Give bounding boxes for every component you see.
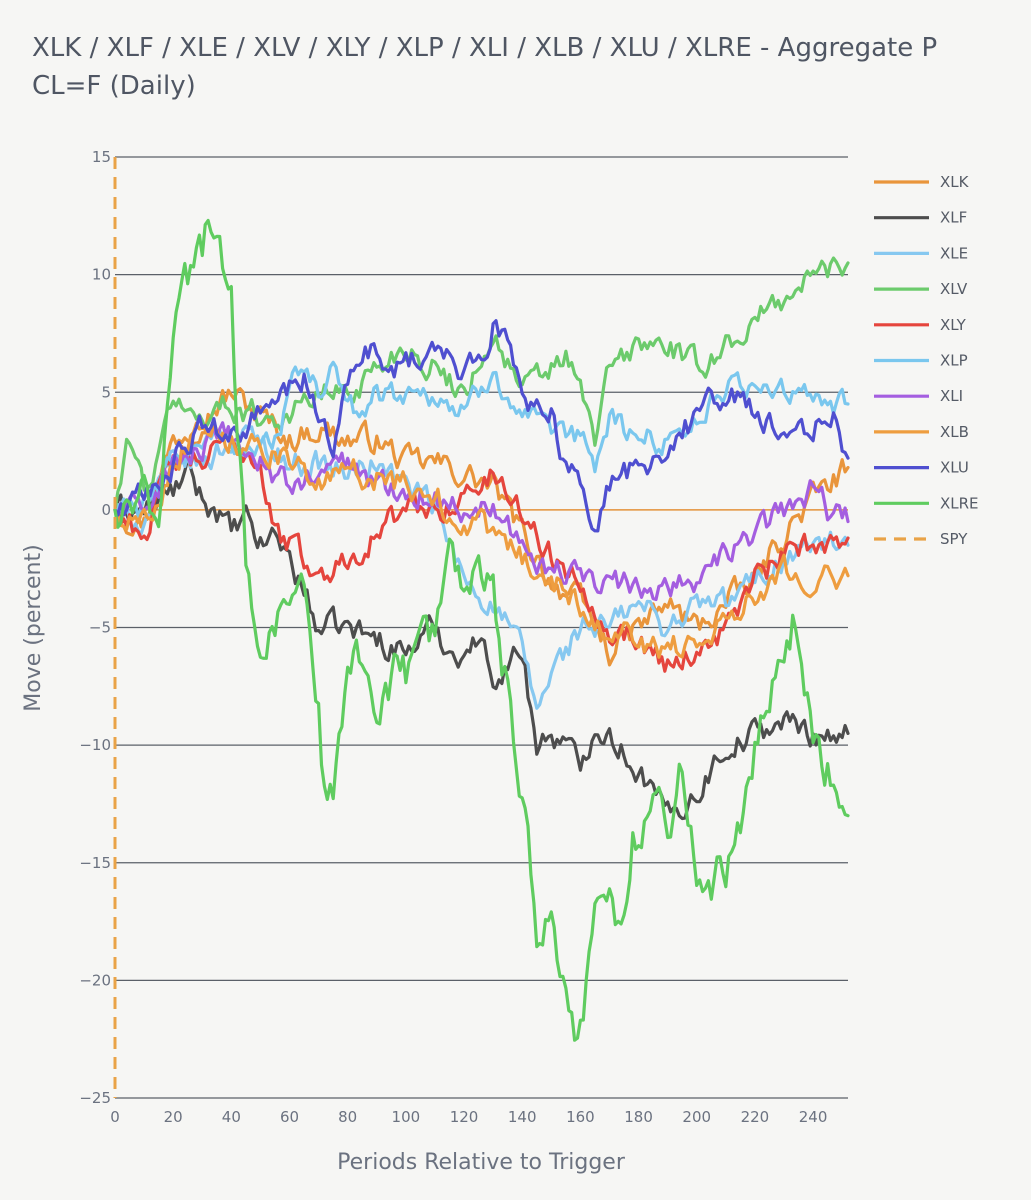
x-tick-label: 80 bbox=[338, 1108, 357, 1126]
x-tick-label: 60 bbox=[280, 1108, 299, 1126]
x-tick-label: 180 bbox=[624, 1108, 653, 1126]
legend-label: XLU bbox=[940, 459, 969, 477]
x-tick-label: 200 bbox=[682, 1108, 711, 1126]
chart-title-line-1: XLK / XLF / XLE / XLV / XLY / XLP / XLI … bbox=[32, 33, 937, 63]
x-tick-label: 100 bbox=[392, 1108, 421, 1126]
series-xlb-line bbox=[113, 420, 850, 659]
x-tick-label: 240 bbox=[799, 1108, 828, 1126]
series-xlf-line bbox=[113, 457, 850, 821]
legend-label: XLF bbox=[940, 209, 967, 227]
legend-item-xlk[interactable]: XLK bbox=[874, 173, 970, 191]
legend-item-spy[interactable]: SPY bbox=[874, 530, 968, 548]
legend-label: XLK bbox=[940, 173, 970, 191]
chart-title-line-2: CL=F (Daily) bbox=[32, 71, 196, 101]
y-tick-label: 10 bbox=[92, 266, 111, 284]
legend-label: XLP bbox=[940, 352, 968, 370]
y-tick-label: 15 bbox=[92, 148, 111, 166]
legend-item-xlf[interactable]: XLF bbox=[874, 209, 967, 227]
legend-label: XLRE bbox=[940, 494, 979, 512]
legend-item-xli[interactable]: XLI bbox=[874, 387, 963, 405]
series-xlre-line bbox=[113, 218, 850, 1042]
x-tick-label: 0 bbox=[110, 1108, 120, 1126]
y-tick-label: 0 bbox=[101, 501, 111, 519]
legend-item-xlv[interactable]: XLV bbox=[874, 280, 968, 298]
legend-label: XLV bbox=[940, 280, 968, 298]
legend-item-xlb[interactable]: XLB bbox=[874, 423, 969, 441]
legend[interactable]: XLK XLF XLE XLV XLY XLP XLI XLB XLU XLRE SPY bbox=[874, 173, 979, 548]
y-tick-label: −15 bbox=[79, 854, 111, 872]
x-tick-label: 120 bbox=[450, 1108, 479, 1126]
x-tick-label: 220 bbox=[741, 1108, 770, 1126]
legend-label: XLY bbox=[940, 316, 967, 334]
series-xlu-line bbox=[113, 319, 850, 533]
legend-item-xly[interactable]: XLY bbox=[874, 316, 967, 334]
x-tick-label: 20 bbox=[164, 1108, 183, 1126]
legend-label: XLB bbox=[940, 423, 969, 441]
legend-item-xlp[interactable]: XLP bbox=[874, 352, 968, 370]
series-xlv-line bbox=[113, 256, 850, 512]
x-tick-label: 40 bbox=[222, 1108, 241, 1126]
x-axis-ticks: 0 20 40 60 80 100 120 140 160 180 200 220 240 bbox=[110, 1108, 827, 1126]
legend-item-xlu[interactable]: XLU bbox=[874, 459, 969, 477]
legend-label: XLE bbox=[940, 244, 968, 262]
legend-label: XLI bbox=[940, 387, 963, 405]
series-xly-line bbox=[113, 429, 850, 673]
y-tick-label: 5 bbox=[101, 383, 111, 401]
legend-item-xlre[interactable]: XLRE bbox=[874, 494, 979, 512]
y-gridlines bbox=[115, 156, 848, 1099]
y-axis-title: Move (percent) bbox=[21, 544, 46, 711]
x-axis-title: Periods Relative to Trigger bbox=[337, 1150, 626, 1175]
y-tick-label: −5 bbox=[89, 619, 111, 637]
y-tick-label: −25 bbox=[79, 1089, 111, 1107]
series-lines bbox=[113, 157, 850, 1098]
y-tick-label: −10 bbox=[79, 736, 111, 754]
x-tick-label: 140 bbox=[508, 1108, 537, 1126]
legend-label: SPY bbox=[940, 530, 968, 548]
legend-item-xle[interactable]: XLE bbox=[874, 244, 968, 262]
y-tick-label: −20 bbox=[79, 971, 111, 989]
y-axis-ticks: 15 10 5 0 −5 −10 −15 −20 −25 bbox=[79, 148, 111, 1107]
x-tick-label: 160 bbox=[566, 1108, 595, 1126]
